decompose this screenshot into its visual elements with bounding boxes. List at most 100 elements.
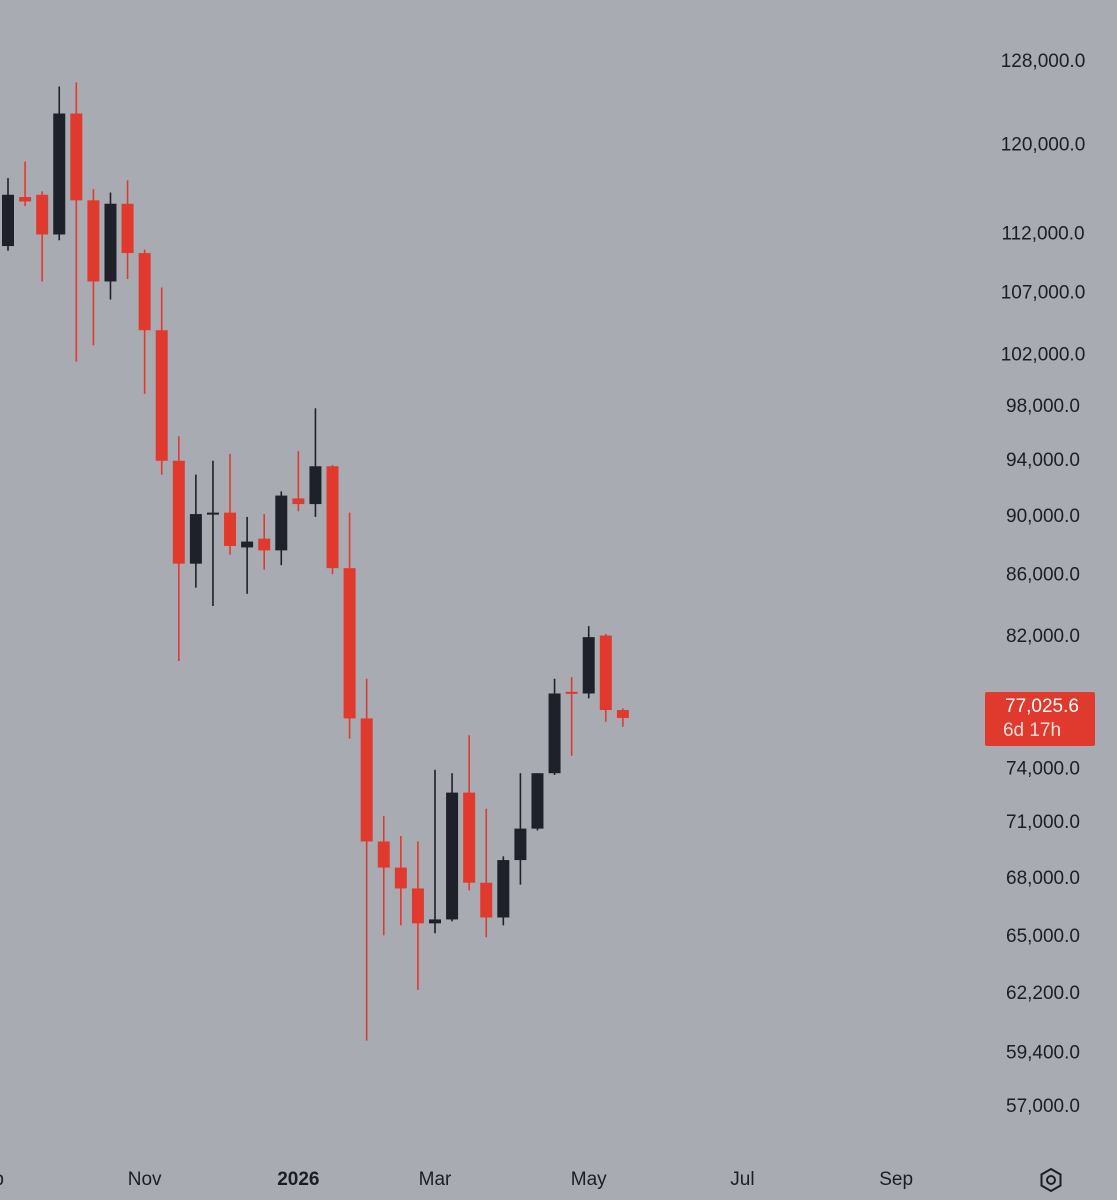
candle [121,180,134,280]
candle [2,178,14,251]
candle [224,453,237,555]
body [360,718,373,842]
body [343,568,356,719]
y-tick-label: 62,200.0 [1006,983,1080,1004]
candle [446,773,459,922]
body [394,867,407,889]
body [565,691,578,694]
candle [394,835,407,926]
gear-center [1046,1175,1056,1185]
x-tick-label: p [0,1169,4,1190]
candle [309,408,322,517]
candle [241,516,254,594]
body [155,330,168,461]
y-tick-label: 128,000.0 [1001,51,1086,72]
body [514,828,527,861]
candle [258,514,271,570]
candle [70,82,83,362]
y-tick-label: 57,000.0 [1006,1096,1080,1117]
candle [514,773,527,885]
candle [480,808,493,938]
body [241,541,254,548]
candle [582,626,595,699]
y-tick-label: 112,000.0 [1001,224,1084,245]
y-tick-label: 107,000.0 [1001,282,1086,303]
y-tick-label: 82,000.0 [1006,626,1080,647]
last-price-label: 77,025.6 [1005,696,1079,717]
gear-outline [1040,1167,1062,1193]
body [258,538,271,551]
candle [360,678,373,1041]
countdown-label: 6d 17h [1003,720,1061,741]
body [104,203,117,282]
x-tick-label: Mar [419,1169,452,1190]
body [189,514,202,564]
body [411,888,424,924]
y-tick-label: 86,000.0 [1006,565,1080,586]
body [87,200,100,282]
body [19,196,32,202]
price-axis: 128,000.0 120,000.0 112,000.0 107,000.0 102,… [1001,51,1086,1117]
body [36,194,49,235]
candle [377,815,390,936]
x-tick-label: 2026 [277,1169,319,1190]
body [309,466,322,505]
body [446,792,459,920]
body [599,635,612,711]
x-tick-label: Sep [879,1169,913,1190]
y-tick-label: 74,000.0 [1006,759,1080,780]
body [53,113,66,235]
candle [463,735,476,891]
y-tick-label: 65,000.0 [1006,926,1080,947]
settings-icon[interactable] [1040,1167,1062,1193]
body [548,693,561,774]
body [206,512,219,515]
y-tick-label: 94,000.0 [1006,450,1080,471]
candle [343,512,356,739]
candle [155,287,168,475]
candle [19,161,32,206]
candle [429,769,441,934]
last-price-box [985,691,1095,746]
body [429,919,441,924]
candle [87,189,100,346]
body [616,710,629,718]
x-tick-label: May [571,1169,607,1190]
body [531,773,544,829]
candle [53,86,66,241]
candle [548,678,561,775]
y-tick-label: 68,000.0 [1006,868,1080,889]
body [138,253,151,331]
body [582,637,595,694]
body [70,113,83,201]
plot-area [2,82,629,1041]
last-price-tag: 77,025.6 6d 17h [985,691,1095,746]
candle [36,191,49,282]
body [377,841,390,868]
candle [326,464,339,575]
candle [531,773,544,831]
candle [138,249,151,394]
candle [206,460,219,607]
body [2,194,14,247]
y-tick-label: 71,000.0 [1006,812,1080,833]
candle [616,708,629,727]
candle [172,436,185,661]
candle [104,192,117,300]
candle [292,451,305,512]
body [292,498,305,505]
body [121,203,134,254]
y-tick-label: 59,400.0 [1006,1043,1080,1064]
y-tick-label: 102,000.0 [1001,344,1086,365]
y-tick-label: 120,000.0 [1001,134,1086,155]
candle [275,491,288,566]
body [480,882,493,918]
candle [411,841,424,990]
candle [599,634,612,722]
body [463,792,476,883]
body [224,512,237,546]
x-tick-label: Jul [730,1169,754,1190]
body [275,495,288,551]
